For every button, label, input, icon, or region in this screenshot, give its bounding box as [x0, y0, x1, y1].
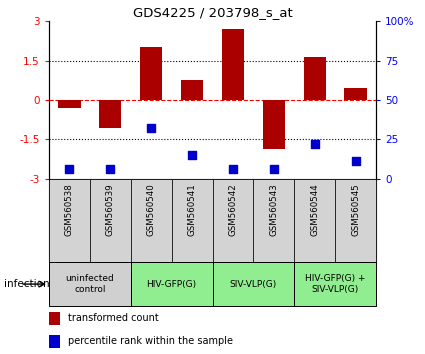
- Bar: [181, 80, 203, 100]
- Bar: [212, 179, 253, 262]
- Bar: [90, 179, 131, 262]
- Text: GSM560543: GSM560543: [269, 183, 278, 236]
- Bar: [140, 47, 162, 100]
- Point: [148, 126, 155, 131]
- Text: GSM560541: GSM560541: [187, 183, 196, 236]
- Bar: [335, 179, 376, 262]
- Point: [230, 166, 236, 172]
- Point: [312, 141, 318, 147]
- Text: GSM560538: GSM560538: [65, 183, 74, 236]
- Text: HIV-GFP(G) +
SIV-VLP(G): HIV-GFP(G) + SIV-VLP(G): [305, 274, 366, 294]
- Bar: [294, 262, 376, 306]
- Text: SIV-VLP(G): SIV-VLP(G): [230, 280, 277, 289]
- Text: GSM560542: GSM560542: [229, 183, 238, 236]
- Bar: [49, 312, 60, 325]
- Bar: [294, 179, 335, 262]
- Bar: [131, 262, 212, 306]
- Bar: [49, 335, 60, 348]
- Bar: [222, 29, 244, 100]
- Text: percentile rank within the sample: percentile rank within the sample: [68, 336, 233, 346]
- Point: [270, 166, 277, 172]
- Bar: [49, 262, 131, 306]
- Text: GSM560539: GSM560539: [106, 183, 115, 235]
- Bar: [131, 179, 172, 262]
- Point: [189, 152, 196, 158]
- Bar: [303, 57, 326, 100]
- Text: uninfected
control: uninfected control: [65, 274, 114, 294]
- Text: GSM560544: GSM560544: [310, 183, 319, 236]
- Bar: [172, 179, 212, 262]
- Bar: [49, 179, 90, 262]
- Bar: [253, 179, 294, 262]
- Text: HIV-GFP(G): HIV-GFP(G): [147, 280, 197, 289]
- Bar: [58, 100, 81, 108]
- Bar: [212, 262, 294, 306]
- Point: [107, 166, 113, 172]
- Bar: [99, 100, 122, 127]
- Text: infection: infection: [4, 279, 50, 289]
- Bar: [344, 88, 367, 100]
- Point: [352, 159, 359, 164]
- Title: GDS4225 / 203798_s_at: GDS4225 / 203798_s_at: [133, 6, 292, 19]
- Text: GSM560540: GSM560540: [147, 183, 156, 236]
- Text: GSM560545: GSM560545: [351, 183, 360, 236]
- Point: [66, 166, 73, 172]
- Text: transformed count: transformed count: [68, 313, 159, 323]
- Bar: [263, 100, 285, 149]
